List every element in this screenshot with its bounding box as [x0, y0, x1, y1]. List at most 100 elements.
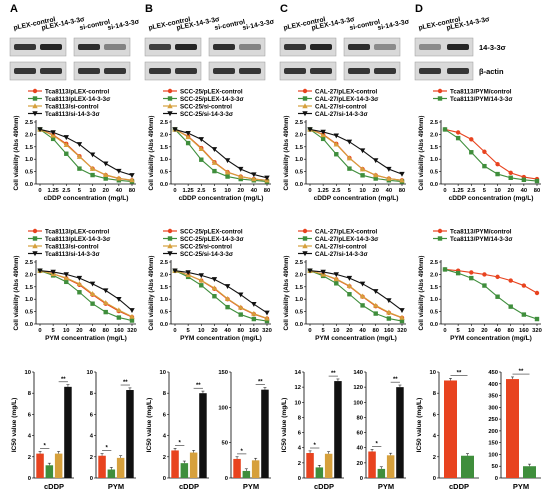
blot-band [40, 44, 62, 50]
x-tick-label: 10 [89, 188, 95, 194]
x-tick-label: 80 [507, 328, 513, 334]
data-point [103, 288, 109, 294]
bar [242, 470, 251, 478]
data-point [129, 177, 135, 183]
y-tick-label: 2.5 [160, 260, 169, 266]
legend-label: CAL-27/pLEX-14-3-3σ [315, 96, 379, 103]
bar [261, 389, 269, 478]
blot-lane-label: si-14-3-3σ [242, 18, 275, 32]
sig-marker: ** [258, 380, 263, 386]
y-tick-label: 8 [433, 391, 437, 397]
panel-letter: C [280, 3, 288, 15]
blot-membrane [144, 61, 202, 81]
y-tick-label: 2.0 [160, 132, 168, 138]
legend-label: CAL-27/pLEX-control [315, 229, 378, 236]
legend-marker [302, 236, 308, 241]
data-point [482, 149, 487, 154]
x-tick-label: 160 [519, 328, 529, 334]
x-axis-label: cDDP concentration (mg/L) [44, 195, 129, 202]
legend-label: CAL-27/si-14-3-3σ [315, 111, 368, 118]
data-point [89, 165, 96, 171]
x-tick-label: 1.25 [317, 188, 329, 194]
data-point [508, 278, 513, 283]
y-tick-label: 1.0 [295, 157, 303, 163]
data-point [116, 168, 122, 174]
data-point [442, 127, 448, 132]
y-tick-label: 2.5 [430, 260, 439, 266]
data-point [185, 140, 191, 146]
y-tick-label: 1.5 [295, 285, 304, 291]
y-tick-label: 10 [160, 370, 166, 376]
data-point [360, 173, 365, 178]
group-label: cDDP [449, 482, 469, 491]
series-line [174, 270, 268, 319]
bar [251, 460, 260, 478]
x-tick-label: 40 [89, 328, 95, 334]
data-point [469, 275, 474, 281]
y-tick-label: 6 [28, 412, 32, 418]
blot-panel-c: pLEX-controlpLEX-14-3-3σsi-controlsi-14-… [279, 16, 410, 81]
legend-label: Tca8113/si-14-3-3σ [45, 111, 100, 118]
data-point [359, 166, 366, 172]
group-label: cDDP [179, 482, 199, 491]
x-tick-label: 5 [187, 328, 191, 334]
data-point [238, 304, 244, 310]
bar [377, 468, 386, 478]
x-tick-label: 80 [237, 328, 243, 334]
blot-row-label: β-actin [479, 67, 504, 76]
legend-label: CAL-27/pLEX-control [315, 89, 378, 96]
data-point [307, 127, 313, 133]
data-point [359, 148, 366, 154]
data-point [399, 314, 405, 320]
legend-marker [437, 88, 443, 94]
y-tick-label: 0.5 [160, 170, 169, 176]
blot-panel-a: pLEX-controlpLEX-14-3-3σsi-controlsi-14-… [9, 16, 140, 81]
y-tick-label: 0.5 [430, 310, 439, 316]
y-tick-label: 0 [495, 476, 498, 482]
data-point [373, 311, 378, 316]
bar [461, 455, 474, 478]
y-tick-label: 2 [90, 455, 93, 461]
blot-membrane [208, 37, 266, 57]
y-axis-label: IC50 value (mg/L) [281, 398, 288, 453]
data-point [333, 276, 339, 282]
legend-label: Tca8113/PYM/14-3-3σ [450, 236, 513, 243]
x-tick-label: 1.25 [47, 188, 59, 194]
y-tick-label: 2.5 [430, 120, 439, 126]
blot-membrane [279, 61, 337, 81]
data-point [76, 142, 83, 148]
data-point [373, 158, 379, 164]
y-tick-label: 140 [353, 370, 363, 376]
data-point [63, 142, 69, 148]
y-tick-label: 2.0 [25, 272, 33, 278]
x-tick-label: 160 [114, 328, 124, 334]
legend-label: SCC-25/si-14-3-3σ [180, 251, 234, 258]
blot-row-label: 14-3-3σ [479, 43, 506, 52]
y-tick-label: 2.5 [295, 260, 304, 266]
legend-marker [32, 228, 38, 234]
y-tick-label: 1.0 [160, 297, 168, 303]
data-point [238, 176, 243, 182]
data-point [116, 307, 122, 313]
data-point [172, 127, 178, 133]
blot-band [348, 44, 370, 50]
data-point [225, 174, 230, 179]
data-point [469, 270, 474, 275]
blot-band [14, 44, 36, 50]
y-tick-label: 2.5 [295, 120, 304, 126]
data-point [212, 294, 217, 299]
x-tick-label: 80 [102, 328, 108, 334]
ic50-bar-chart-c: IC50 value (mg/L)02468101214***cDDP02040… [281, 370, 406, 491]
x-tick-label: 40 [224, 328, 230, 334]
y-tick-label: 14 [295, 370, 302, 376]
blot-band [149, 68, 171, 74]
y-tick-label: 0 [28, 476, 31, 482]
data-point [399, 308, 405, 314]
data-point [307, 268, 313, 274]
bar [126, 390, 134, 478]
data-point [495, 171, 500, 177]
group-label: PYM [513, 482, 529, 491]
pym-line-chart-c: CAL-27/pLEX-controlCAL-27/pLEX-14-3-3σCA… [283, 229, 407, 343]
